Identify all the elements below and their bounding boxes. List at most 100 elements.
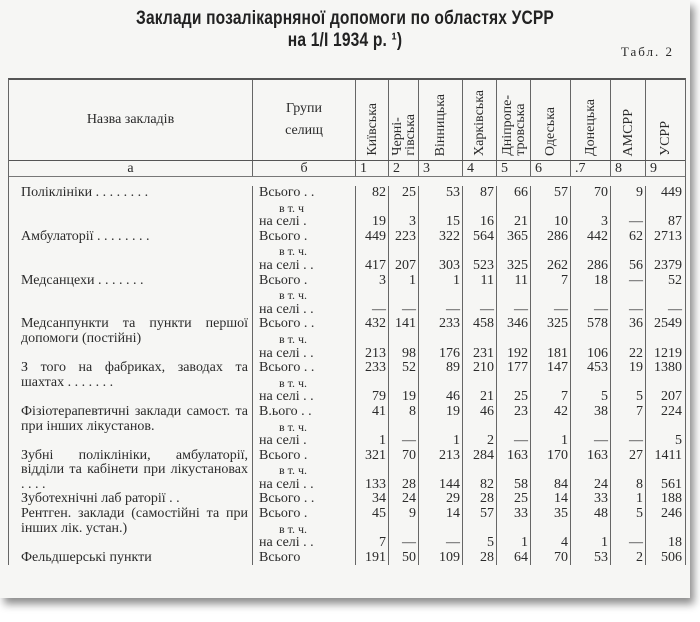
header-group-column: Групи селищ (253, 80, 356, 160)
value-cell: 48 1 (571, 506, 611, 551)
cell-value (611, 288, 643, 303)
cell-value (531, 288, 568, 303)
cell-value: 286 (587, 257, 608, 273)
cell-value: — (668, 301, 682, 317)
cell-value: 84 (554, 476, 568, 492)
cell-value: 2549 (654, 316, 682, 332)
cell-value: 432 (365, 316, 386, 332)
header-region-label: Донецька (583, 99, 598, 156)
cell-value (571, 522, 608, 537)
cell-value (571, 376, 608, 391)
row-name: Зуботехнічні лаб раторії . . (9, 491, 253, 508)
value-cell: 578 106 (571, 316, 611, 362)
value-cell: 506 (646, 550, 684, 566)
value-cell: 7— (611, 404, 646, 449)
cell-value: 28 (480, 549, 494, 565)
cell-value: 346 (507, 316, 528, 332)
cell-value (389, 522, 416, 537)
value-cell: 24 (389, 491, 419, 508)
group-label: в т. ч. (279, 288, 308, 303)
value-cell: 27 8 (611, 448, 646, 493)
value-cell: 458 231 (463, 317, 497, 362)
value-cell: 223 207 (389, 229, 419, 274)
cell-value (419, 463, 460, 478)
cell-value: 286 (547, 228, 568, 244)
column-index-row: а б 1 2 3 4 5 6 .7 8 9 (9, 161, 685, 177)
cell-value: 62 (629, 228, 643, 244)
header-region-label: Харківська (472, 90, 487, 156)
cell-value (419, 244, 460, 259)
group-label: в т. ч. (279, 331, 308, 346)
cell-value: 176 (439, 345, 460, 361)
cell-value: 58 (514, 476, 528, 492)
cell-value (531, 376, 568, 391)
cell-value: — (446, 535, 460, 551)
row-group-column: Всього . .в т. ч. на селі . . (253, 361, 356, 405)
row-name: Зубні поліклініки, амбулаторії, відділи … (9, 448, 253, 493)
cell-value: 50 (402, 549, 416, 565)
column-index: 2 (389, 161, 419, 176)
row-name-text: Поліклініки . . . . . . . . (21, 185, 149, 200)
cell-value: 64 (514, 549, 528, 565)
table-row: Фізіотерапевтичні заклади самост. та при… (9, 403, 685, 449)
row-name-text: Зуботехнічні лаб раторії . . (21, 491, 180, 507)
cell-value: 1 (521, 535, 528, 551)
cell-value: 33 (514, 506, 528, 522)
value-cell: 53 15 (419, 185, 463, 230)
header-region-label: АМСРР (620, 108, 636, 156)
cell-value: 177 (507, 360, 528, 376)
row-name-text: Медсанцехи . . . . . . . (21, 272, 144, 288)
value-cell: 432 213 (356, 316, 389, 362)
column-index: 6 (531, 161, 571, 176)
cell-value: 7 (561, 389, 568, 405)
group-label: в т. ч. (279, 463, 308, 478)
cell-value (356, 332, 386, 347)
value-cell: 64 (497, 549, 531, 566)
cell-value: 70 (402, 447, 416, 463)
cell-value: 1 (561, 433, 568, 449)
cell-value: 246 (661, 506, 682, 522)
value-cell: 346 192 (497, 316, 531, 362)
cell-value: 9 (409, 506, 416, 522)
cell-value: 18 (668, 535, 682, 551)
value-cell: 3— (356, 273, 389, 318)
cell-value (531, 420, 568, 435)
cell-value: 1 (379, 433, 386, 449)
cell-value (611, 463, 643, 478)
group-label: Всього (259, 549, 301, 565)
cell-value: 213 (439, 447, 460, 463)
cell-value: 1 (601, 535, 608, 551)
cell-value: 207 (395, 257, 416, 273)
cell-value: 21 (514, 214, 528, 230)
header-region: Дніпропе- тровська (497, 80, 531, 160)
column-index: 9 (650, 161, 657, 176)
cell-value: 98 (402, 345, 416, 361)
value-cell: 45 7 (356, 506, 389, 551)
column-index: 4 (463, 161, 497, 176)
cell-value: 578 (587, 316, 608, 332)
cell-value: 1411 (654, 447, 682, 463)
cell-value (611, 376, 643, 391)
value-cell: 442 286 (571, 229, 611, 274)
cell-value: 106 (587, 345, 608, 361)
table-row: Поліклініки . . . . . . . . Всього . .в т… (9, 185, 685, 230)
column-index: а (9, 161, 253, 176)
value-cell: 564 523 (463, 229, 497, 274)
cell-value (611, 332, 643, 347)
group-label: Всього . . (259, 316, 315, 332)
cell-value (419, 522, 460, 537)
cell-value (531, 244, 568, 259)
cell-value: 4 (561, 535, 568, 551)
value-cell: 38 — (571, 404, 611, 449)
cell-value: 523 (473, 257, 494, 273)
value-cell: 1— (419, 273, 463, 318)
row-name: Медсанпункти та пункти першої допомоги (… (9, 317, 253, 362)
header-region: Харківська (463, 80, 497, 160)
value-cell: 5— (611, 506, 646, 551)
value-cell: 449 87 (646, 185, 684, 230)
group-label: на селі . . (259, 345, 314, 361)
cell-value: 28 (480, 491, 494, 507)
group-label: В.ього . . (259, 403, 312, 419)
cell-value (419, 332, 460, 347)
cell-value: 24 (402, 491, 416, 507)
